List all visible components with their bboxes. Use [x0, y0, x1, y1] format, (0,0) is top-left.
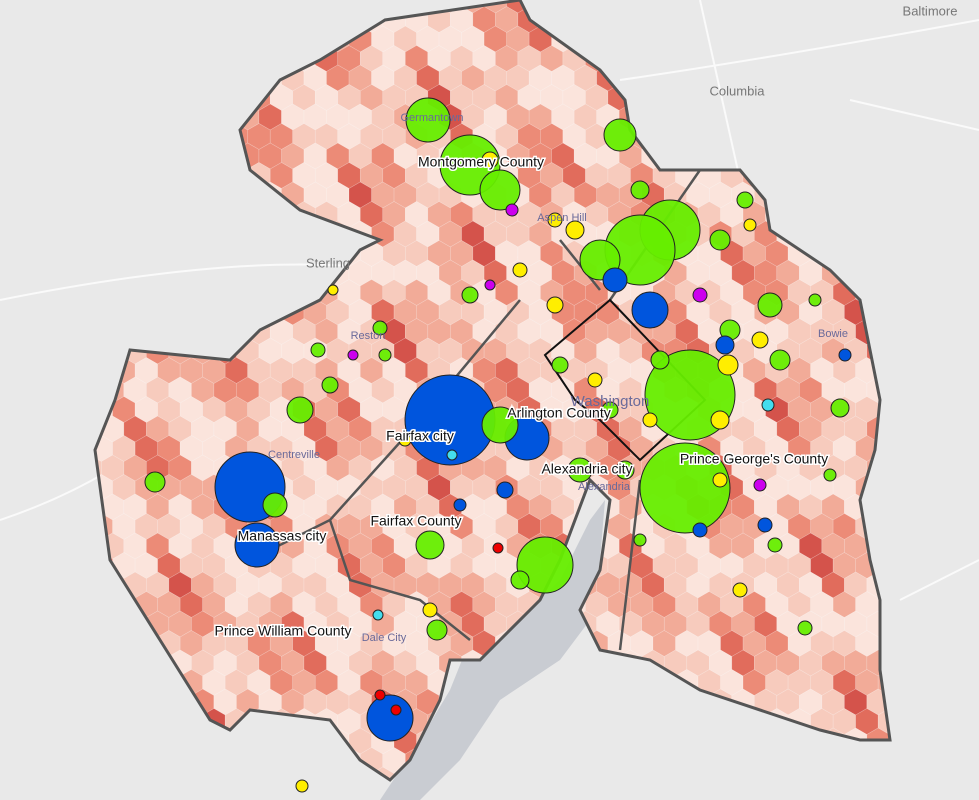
point: [753, 478, 767, 492]
point: [378, 348, 392, 362]
place-label: Dale City: [362, 632, 407, 644]
point: [496, 481, 514, 499]
point: [717, 354, 739, 376]
place-label: Bowie: [818, 328, 848, 340]
point: [481, 151, 499, 169]
point: [505, 203, 519, 217]
point: [347, 349, 359, 361]
place-label: Aspen Hill: [537, 212, 587, 224]
point: [808, 293, 822, 307]
point: [398, 433, 412, 447]
point: [565, 220, 585, 240]
point: [757, 292, 783, 318]
place-label: Centreville: [268, 449, 320, 461]
point: [422, 602, 438, 618]
point: [631, 291, 669, 329]
point: [327, 284, 339, 296]
county-label: Montgomery County: [418, 154, 544, 170]
base-label: Sterling: [306, 255, 350, 270]
labels: Baltimore Columbia Sterling Germantown Aspen…: [213, 3, 958, 644]
point: [630, 180, 650, 200]
place-label: Washington: [571, 393, 650, 410]
point: [602, 267, 628, 293]
place-label: Alexandria: [578, 481, 631, 493]
point: [415, 530, 445, 560]
point: [769, 349, 791, 371]
point: [601, 401, 619, 419]
point: [642, 412, 658, 428]
point: [551, 356, 569, 374]
points: [144, 97, 852, 793]
county-label: Fairfax city: [386, 428, 454, 444]
place-label: Germantown: [401, 112, 464, 124]
point: [587, 372, 603, 388]
point: [366, 694, 414, 742]
point: [426, 619, 448, 641]
point: [715, 335, 735, 355]
point: [453, 498, 467, 512]
point: [321, 376, 339, 394]
county-label: Fairfax County: [370, 513, 461, 529]
point: [603, 118, 637, 152]
point: [830, 398, 850, 418]
point: [481, 406, 519, 444]
point: [732, 582, 748, 598]
point: [736, 191, 754, 209]
point: [823, 468, 837, 482]
dc-boundary: [543, 298, 707, 462]
base-label: Columbia: [710, 83, 766, 98]
place-label: Reston: [351, 330, 386, 342]
point: [512, 262, 528, 278]
point: [295, 779, 309, 793]
point: [743, 218, 757, 232]
point: [710, 410, 730, 430]
point: [751, 331, 769, 349]
point: [492, 542, 504, 554]
point: [372, 320, 388, 336]
river: [380, 500, 605, 800]
point: [567, 457, 593, 483]
point: [310, 342, 326, 358]
point: [516, 536, 574, 594]
point: [633, 533, 647, 547]
county-label: Alexandria city: [541, 461, 632, 477]
point: [405, 97, 451, 143]
point: [547, 212, 563, 228]
point: [615, 460, 635, 480]
point: [692, 522, 708, 538]
point: [546, 296, 564, 314]
county-label: Arlington County: [507, 405, 611, 421]
point: [374, 689, 386, 701]
point: [692, 287, 708, 303]
point: [838, 348, 852, 362]
point: [390, 704, 402, 716]
point: [757, 517, 773, 533]
point: [761, 398, 775, 412]
county-label: Prince William County: [215, 623, 352, 639]
point: [479, 169, 521, 211]
point: [144, 471, 166, 493]
county-label: Manassas city: [238, 528, 327, 544]
point: [709, 229, 731, 251]
point: [712, 472, 728, 488]
point: [484, 279, 496, 291]
point: [286, 396, 314, 424]
point: [797, 620, 813, 636]
point: [446, 449, 458, 461]
point: [650, 350, 670, 370]
point: [262, 492, 288, 518]
point: [234, 522, 280, 568]
point: [372, 609, 384, 621]
county-label: Prince George's County: [680, 451, 828, 467]
point: [510, 570, 530, 590]
point: [639, 442, 731, 534]
point: [461, 286, 479, 304]
point: [767, 537, 783, 553]
base-label: Baltimore: [903, 3, 958, 18]
